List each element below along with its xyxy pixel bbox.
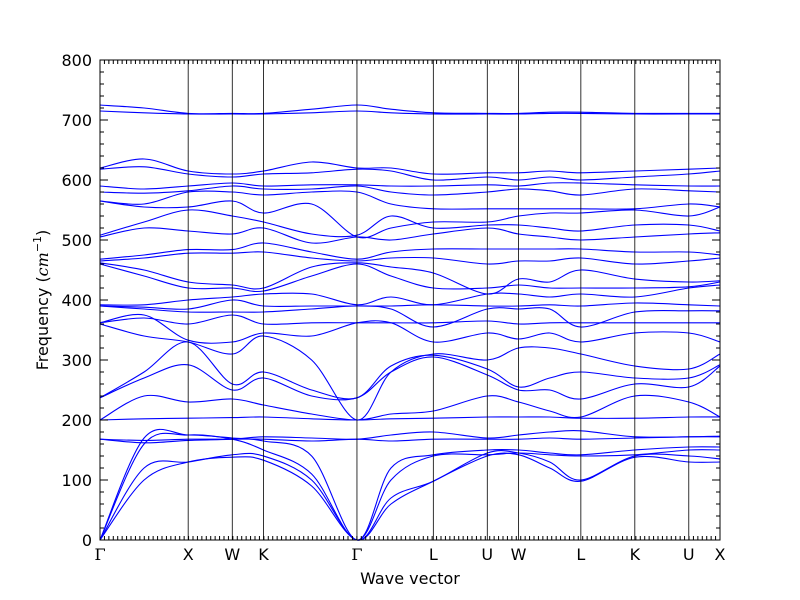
phonon-band-25 bbox=[99, 185, 721, 196]
high-symmetry-lines bbox=[187, 60, 690, 540]
x-tick-label-11: U bbox=[683, 545, 695, 564]
x-tick-label-4: K bbox=[258, 545, 269, 564]
phonon-band-5 bbox=[99, 436, 721, 442]
phonon-band-8 bbox=[99, 394, 721, 421]
y-tick-label-600: 600 bbox=[61, 171, 92, 190]
y-tick-label-800: 800 bbox=[61, 51, 92, 70]
phonon-band-16 bbox=[99, 284, 721, 306]
x-tick-label-2: X bbox=[183, 545, 194, 564]
x-tick-label-10: K bbox=[630, 545, 641, 564]
x-tick-label-8: W bbox=[511, 545, 527, 564]
plot-frame bbox=[99, 59, 721, 541]
phonon-band-28 bbox=[99, 158, 721, 175]
y-axis-ticks: 0 100 200 300 400 500 600 700 800 bbox=[61, 51, 720, 550]
phonon-band-20 bbox=[99, 242, 721, 260]
x-tick-label-3: W bbox=[224, 545, 240, 564]
y-tick-label-700: 700 bbox=[61, 111, 92, 130]
x-tick-label-9: L bbox=[576, 545, 585, 564]
phonon-band-15 bbox=[99, 299, 721, 310]
y-axis-title: Frequency (cm−1) bbox=[31, 230, 52, 371]
y-tick-label-300: 300 bbox=[61, 351, 92, 370]
phonon-band-12 bbox=[99, 313, 721, 344]
phonon-band-19 bbox=[99, 251, 721, 265]
x-axis-title: Wave vector bbox=[360, 569, 460, 588]
phonon-band-18 bbox=[99, 262, 721, 295]
phonon-band-7 bbox=[99, 416, 721, 421]
phonon-band-23 bbox=[99, 200, 721, 239]
bands-layer bbox=[99, 104, 721, 541]
phonon-band-2 bbox=[99, 449, 721, 541]
phonon-band-6 bbox=[99, 430, 721, 444]
x-tick-label-7: U bbox=[481, 545, 493, 564]
phonon-band-21 bbox=[99, 227, 721, 244]
y-tick-label-500: 500 bbox=[61, 231, 92, 250]
x-tick-label-1: Γ bbox=[94, 545, 105, 564]
y-tick-label-0: 0 bbox=[82, 531, 92, 550]
phonon-band-4 bbox=[99, 428, 721, 541]
phonon-band-14 bbox=[99, 305, 721, 328]
x-tick-label-5: Γ bbox=[351, 545, 362, 564]
phonon-band-9 bbox=[99, 356, 721, 401]
x-tick-label-6: L bbox=[429, 545, 438, 564]
phonon-band-13 bbox=[99, 314, 720, 325]
y-axis-title-main: Frequency ( bbox=[33, 276, 52, 370]
y-axis-title-close: ) bbox=[33, 230, 52, 236]
phonon-band-30 bbox=[99, 104, 720, 115]
y-tick-label-100: 100 bbox=[61, 471, 92, 490]
phonon-band-17 bbox=[99, 263, 721, 293]
phonon-band-22 bbox=[99, 209, 721, 238]
phonon-band-11 bbox=[99, 323, 721, 421]
y-axis-title-unit: cm bbox=[33, 252, 52, 276]
y-tick-label-400: 400 bbox=[61, 291, 92, 310]
phonon-band-24 bbox=[99, 190, 721, 210]
y-axis-title-unit-exp: −1 bbox=[31, 236, 44, 252]
y-tick-label-200: 200 bbox=[61, 411, 92, 430]
phonon-band-26 bbox=[99, 182, 721, 190]
phonon-band-10 bbox=[99, 341, 721, 400]
x-tick-label-12: X bbox=[715, 545, 726, 564]
phonon-band-27 bbox=[99, 166, 721, 181]
